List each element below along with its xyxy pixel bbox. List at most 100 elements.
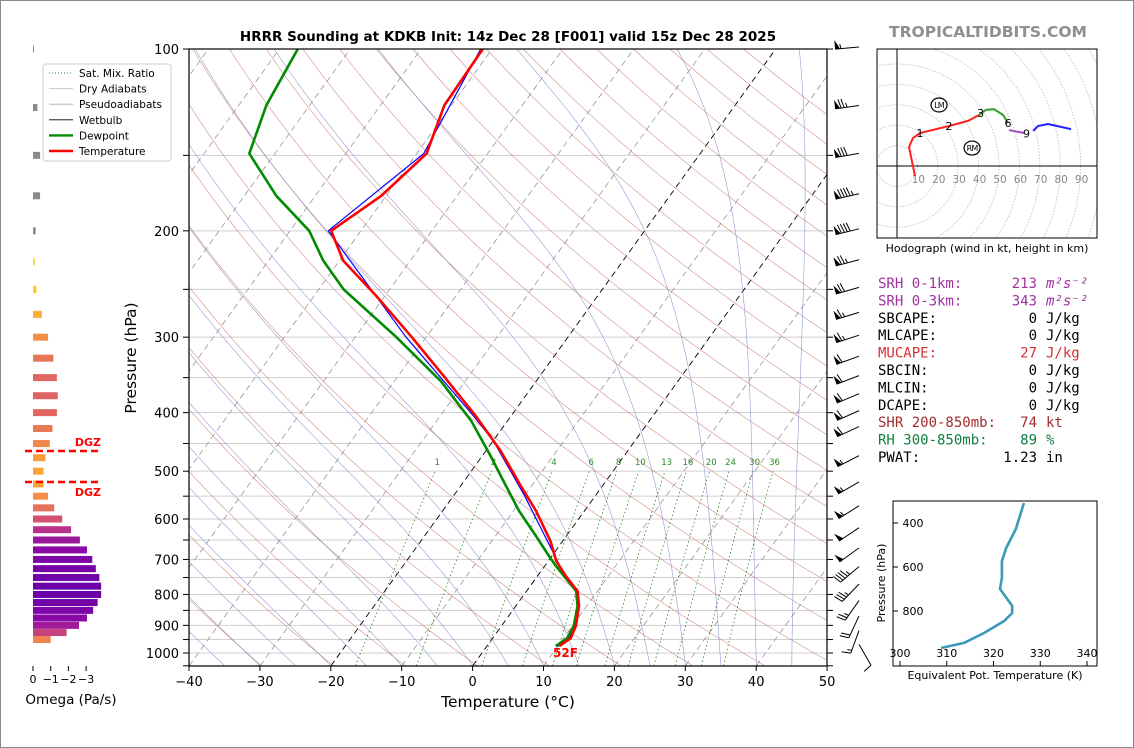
x-tick-label: 10 — [535, 675, 552, 690]
dgz-label: DGZ — [75, 436, 101, 449]
index-value: 0 — [1029, 380, 1037, 396]
moist-adiabat — [189, 294, 509, 666]
hodograph-caption: Hodograph (wind in kt, height in km) — [886, 242, 1089, 255]
omega-bar — [33, 310, 42, 318]
barb-full — [836, 332, 843, 341]
x-tick-label: −40 — [175, 675, 202, 690]
x-tick-label: 20 — [606, 675, 623, 690]
omega-tick-label: −3 — [78, 673, 94, 686]
hodograph-height-label: 1 — [917, 127, 924, 140]
dry-adiabat — [189, 164, 766, 666]
index-unit: in — [1046, 450, 1063, 466]
hodograph-height-label: 3 — [977, 107, 984, 120]
omega-bar — [33, 151, 41, 159]
theta-e-y-tick-label: 600 — [903, 561, 924, 574]
omega-tick-label: −2 — [60, 673, 76, 686]
hodograph-ring-label: 60 — [1014, 174, 1027, 186]
index-value: 0 — [1029, 311, 1037, 327]
hodograph-ring-label: 40 — [973, 174, 986, 186]
index-unit: J/kg — [1046, 398, 1080, 414]
barb-full — [839, 223, 845, 233]
y-tick-label: 200 — [154, 225, 179, 240]
omega-bar — [33, 192, 41, 200]
hodograph-trace — [1008, 129, 1025, 134]
y-tick-label: 600 — [154, 513, 179, 528]
index-label: SRH 0-1km: — [878, 276, 962, 292]
barb-pennant — [833, 334, 841, 343]
moist-adiabat — [189, 226, 544, 666]
omega-bar — [33, 467, 44, 475]
index-value: 89 — [1020, 433, 1037, 449]
dgz-label: DGZ — [75, 486, 101, 499]
omega-bar — [33, 546, 87, 554]
isotherm — [189, 49, 422, 372]
isotherm — [614, 370, 827, 666]
barb-pennant — [834, 554, 844, 562]
mixing-ratio-line — [723, 471, 774, 666]
wind-barbs — [832, 40, 872, 672]
index-value: 213 — [1012, 276, 1037, 292]
barb-staff — [841, 583, 860, 602]
dewpoint-line — [248, 49, 579, 648]
wind-barb — [841, 630, 860, 654]
omega-bar — [33, 555, 93, 563]
barb-full — [837, 147, 842, 157]
mixing-ratio-line — [674, 471, 730, 666]
omega-tick-label: 0 — [30, 673, 37, 686]
legend-label: Wetbulb — [79, 115, 123, 127]
index-value: 0 — [1029, 363, 1037, 379]
hodograph-height-label: 2 — [946, 120, 953, 133]
barb-full — [835, 574, 844, 581]
barb-full — [839, 188, 845, 198]
wind-barb — [833, 332, 860, 344]
wind-barb — [833, 255, 860, 267]
index-label: SBCAPE: — [878, 311, 937, 327]
dry-adiabat — [486, 49, 827, 334]
legend-label: Dewpoint — [79, 130, 129, 142]
hodograph-ring-label: 50 — [993, 174, 1006, 186]
wind-barb — [834, 40, 860, 50]
index-label: RH 300-850mb: — [878, 433, 988, 449]
y-tick-label: 1000 — [146, 647, 179, 662]
omega-bar — [33, 526, 72, 534]
omega-bar — [33, 285, 37, 293]
omega-bar — [33, 536, 80, 544]
mixing-ratio-line — [575, 471, 640, 666]
dry-adiabat — [189, 408, 478, 666]
wind-barb — [833, 505, 860, 519]
barb-full — [836, 426, 844, 435]
wind-barb — [833, 187, 860, 200]
barb-full — [842, 187, 848, 197]
wind-barb — [833, 354, 860, 365]
wind-barb — [833, 392, 860, 404]
moist-adiabat — [189, 143, 580, 666]
barb-full — [836, 309, 843, 318]
omega-bar — [33, 409, 57, 417]
barb-half — [841, 312, 846, 317]
moist-adiabat — [189, 401, 438, 666]
watermark: TROPICALTIDBITS.COM — [889, 23, 1087, 41]
barb-pennant — [833, 310, 841, 320]
index-unit: kt — [1046, 415, 1063, 431]
mixing-ratio-label: 36 — [769, 458, 780, 468]
dry-adiabat — [189, 286, 622, 666]
wind-barb — [833, 481, 860, 495]
x-tick-label: −10 — [388, 675, 415, 690]
legend-label: Dry Adiabats — [79, 84, 147, 96]
mixing-ratio-line — [604, 471, 666, 666]
y-axis-label: Pressure (hPa) — [122, 302, 140, 413]
theta-e-y-tick-label: 800 — [903, 605, 924, 618]
omega-bar — [33, 45, 34, 53]
barb-full — [841, 632, 851, 636]
index-unit: J/kg — [1046, 363, 1080, 379]
isotherm — [401, 75, 827, 666]
mixing-ratio-label: 30 — [749, 458, 760, 468]
barb-full — [837, 189, 842, 199]
barb-half — [844, 258, 848, 264]
omega-bar — [33, 425, 53, 433]
x-tick-label: 50 — [819, 675, 836, 690]
wind-barb — [833, 410, 860, 421]
surface-temp-label: 52F — [553, 646, 578, 660]
moist-adiabat — [189, 561, 296, 666]
moist-adiabat — [194, 49, 615, 666]
